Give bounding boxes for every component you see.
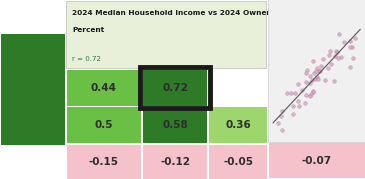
Text: -0.07: -0.07 (301, 156, 332, 166)
Point (322, 79, 328, 82)
Point (284, 92, 290, 95)
Point (332, 54, 338, 57)
Text: 0.58: 0.58 (162, 120, 188, 130)
Point (347, 39, 353, 42)
Point (309, 78, 315, 81)
Point (292, 91, 297, 94)
Point (288, 91, 293, 94)
Point (333, 50, 339, 53)
Point (307, 82, 312, 84)
Point (341, 41, 347, 44)
FancyBboxPatch shape (143, 145, 207, 179)
Point (303, 80, 309, 83)
Point (278, 115, 284, 118)
Point (307, 75, 313, 78)
Point (310, 60, 316, 63)
FancyBboxPatch shape (67, 145, 141, 179)
Point (314, 76, 319, 79)
Point (279, 110, 285, 112)
Point (316, 77, 322, 80)
Point (347, 66, 353, 68)
Point (279, 128, 285, 131)
Point (303, 72, 309, 74)
Point (317, 70, 323, 73)
Text: 0.44: 0.44 (91, 83, 117, 93)
Point (303, 94, 309, 96)
Point (291, 112, 296, 115)
Point (328, 63, 334, 66)
Point (307, 94, 313, 97)
Point (347, 46, 353, 49)
Point (349, 45, 354, 48)
Point (313, 69, 319, 72)
FancyBboxPatch shape (67, 70, 141, 106)
Point (335, 57, 341, 60)
Text: -0.05: -0.05 (223, 158, 253, 167)
Text: -0.15: -0.15 (89, 158, 119, 167)
Point (311, 72, 317, 74)
FancyBboxPatch shape (209, 145, 267, 179)
Point (290, 104, 296, 107)
Point (308, 93, 314, 96)
Text: 0.72: 0.72 (162, 83, 188, 93)
FancyBboxPatch shape (209, 107, 267, 143)
Point (299, 89, 304, 92)
Point (324, 66, 330, 69)
Point (327, 53, 333, 56)
Text: 2024 Median Household Income vs 2024 Owner Occupied HUs:: 2024 Median Household Income vs 2024 Own… (72, 10, 334, 16)
Point (316, 69, 322, 72)
Point (338, 56, 344, 59)
Point (295, 83, 301, 86)
FancyBboxPatch shape (143, 70, 207, 106)
Point (275, 121, 281, 124)
FancyBboxPatch shape (268, 0, 365, 142)
FancyBboxPatch shape (143, 107, 207, 143)
Text: r = 0.72: r = 0.72 (72, 56, 101, 62)
Point (310, 90, 316, 93)
Point (350, 57, 356, 60)
Point (327, 50, 333, 53)
Text: 0.36: 0.36 (225, 120, 251, 130)
Text: -0.12: -0.12 (160, 158, 190, 167)
Point (314, 67, 320, 69)
Point (310, 89, 316, 92)
Point (312, 78, 318, 81)
FancyBboxPatch shape (66, 1, 266, 68)
Point (337, 32, 342, 35)
Point (318, 64, 323, 67)
Point (302, 101, 308, 104)
FancyBboxPatch shape (67, 107, 141, 143)
Point (334, 50, 340, 53)
Text: 0.5: 0.5 (95, 120, 113, 130)
Text: Percent: Percent (72, 27, 105, 33)
FancyBboxPatch shape (1, 34, 65, 145)
Point (296, 99, 301, 102)
Point (320, 57, 326, 60)
FancyBboxPatch shape (269, 143, 365, 178)
Point (304, 69, 310, 71)
Point (353, 36, 358, 39)
Point (296, 104, 302, 107)
Point (331, 79, 337, 82)
